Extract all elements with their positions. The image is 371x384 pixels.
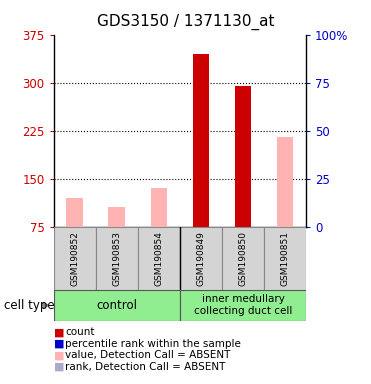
Bar	[54, 290, 180, 321]
Bar	[222, 227, 264, 290]
Text: count: count	[65, 327, 95, 337]
Bar	[277, 137, 293, 227]
Text: ■: ■	[54, 327, 64, 337]
Text: GSM190851: GSM190851	[280, 231, 289, 286]
Bar	[108, 207, 125, 227]
Bar	[264, 227, 306, 290]
Text: ■: ■	[54, 339, 64, 349]
Text: GSM190852: GSM190852	[70, 231, 79, 286]
Text: GSM190853: GSM190853	[112, 231, 121, 286]
Text: control: control	[96, 299, 137, 312]
Text: GSM190854: GSM190854	[154, 231, 163, 286]
Text: GDS3150 / 1371130_at: GDS3150 / 1371130_at	[97, 13, 274, 30]
Bar	[193, 54, 209, 227]
Text: ■: ■	[54, 350, 64, 360]
Text: rank, Detection Call = ABSENT: rank, Detection Call = ABSENT	[65, 362, 225, 372]
Bar	[151, 188, 167, 227]
Bar	[54, 227, 96, 290]
Bar	[96, 227, 138, 290]
Text: percentile rank within the sample: percentile rank within the sample	[65, 339, 241, 349]
Bar	[180, 227, 222, 290]
Bar	[138, 227, 180, 290]
Text: GSM190850: GSM190850	[239, 231, 247, 286]
Bar	[180, 290, 306, 321]
Text: inner medullary
collecting duct cell: inner medullary collecting duct cell	[194, 295, 292, 316]
Text: GSM190849: GSM190849	[197, 231, 206, 286]
Bar	[234, 86, 252, 227]
Bar	[66, 198, 83, 227]
Text: value, Detection Call = ABSENT: value, Detection Call = ABSENT	[65, 350, 230, 360]
Text: cell type: cell type	[4, 299, 54, 312]
Text: ■: ■	[54, 362, 64, 372]
